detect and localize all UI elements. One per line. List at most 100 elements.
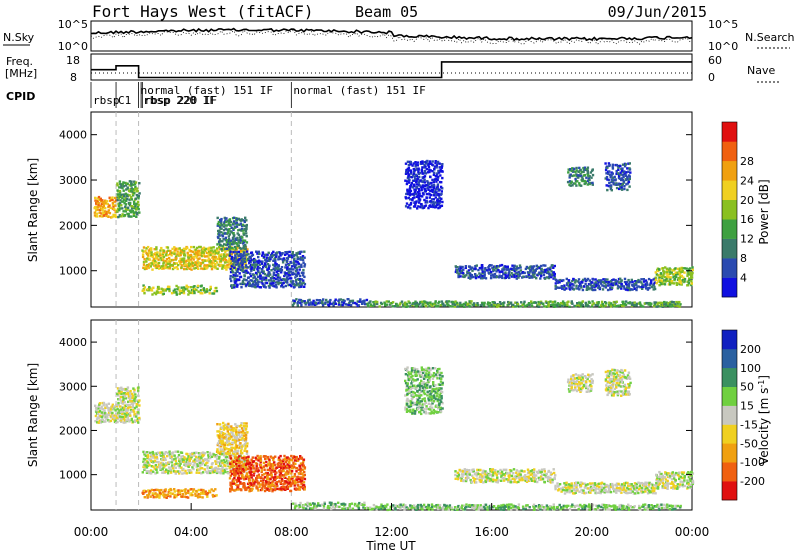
data-cell (238, 223, 241, 226)
data-cell (182, 259, 186, 262)
data-cell (98, 403, 101, 406)
data-cell (95, 212, 99, 215)
data-cell (244, 259, 247, 262)
data-cell (216, 423, 219, 426)
data-cell (266, 455, 270, 459)
data-cell (260, 279, 264, 283)
data-cell (101, 420, 104, 423)
data-cell (399, 507, 402, 510)
data-cell (248, 479, 251, 482)
data-cell (591, 300, 594, 303)
data-cell (175, 495, 178, 498)
data-cell (234, 448, 237, 451)
data-cell (297, 282, 300, 285)
data-cell (453, 305, 457, 308)
data-cell (504, 273, 507, 276)
data-cell (162, 463, 165, 466)
data-cell (272, 273, 275, 276)
data-cell (261, 485, 264, 488)
data-cell (665, 278, 668, 282)
data-cell (278, 252, 282, 255)
data-cell (360, 503, 363, 506)
data-cell (312, 506, 316, 509)
data-cell (656, 303, 659, 306)
data-cell (293, 484, 296, 487)
data-cell (244, 438, 248, 441)
data-cell (280, 283, 284, 287)
data-cell (100, 212, 103, 215)
data-cell (413, 179, 416, 182)
data-cell (94, 199, 97, 202)
data-cell (286, 257, 290, 260)
data-cell (173, 246, 176, 249)
data-cell (265, 460, 268, 464)
data-cell (209, 471, 212, 475)
data-cell (436, 162, 440, 165)
data-cell (187, 491, 190, 495)
data-cell (131, 392, 134, 396)
data-cell (216, 443, 219, 447)
data-cell (220, 231, 223, 234)
data-cell (245, 450, 249, 453)
data-cell (540, 267, 543, 271)
data-cell (161, 494, 165, 497)
data-cell (245, 456, 249, 459)
data-cell (197, 452, 201, 455)
data-cell (259, 466, 262, 469)
data-cell (155, 460, 158, 464)
power-data-layer (93, 112, 694, 308)
data-cell (516, 273, 520, 276)
data-cell (429, 189, 432, 192)
data-cell (243, 219, 246, 222)
data-cell (428, 168, 431, 171)
data-cell (224, 441, 227, 445)
data-cell (130, 215, 133, 218)
data-cell (211, 261, 214, 264)
data-cell (232, 429, 235, 433)
data-cell (274, 473, 277, 476)
data-cell (607, 303, 611, 307)
data-cell (650, 279, 653, 282)
data-cell (591, 303, 594, 306)
data-cell (476, 303, 480, 307)
data-cell (603, 281, 606, 285)
data-cell (175, 262, 178, 265)
data-cell (631, 301, 634, 305)
data-cell (481, 272, 484, 275)
data-cell (664, 280, 667, 283)
data-cell (298, 268, 301, 271)
data-cell (202, 287, 205, 290)
data-cell (246, 458, 249, 462)
data-cell (226, 427, 229, 431)
data-cell (687, 284, 690, 287)
data-cell (375, 508, 378, 511)
data-cell (211, 292, 214, 295)
data-cell (142, 260, 146, 264)
data-cell (228, 433, 231, 436)
data-cell (612, 282, 615, 285)
data-cell (201, 454, 205, 458)
data-cell (406, 160, 410, 163)
data-cell (271, 467, 275, 470)
data-cell (644, 285, 648, 288)
data-cell (295, 263, 298, 266)
data-cell (268, 264, 271, 267)
data-cell (116, 407, 119, 411)
data-cell (292, 258, 296, 262)
data-cell (658, 284, 661, 287)
data-cell (284, 460, 287, 464)
data-cell (293, 475, 296, 478)
data-cell (206, 464, 209, 468)
data-cell (112, 205, 115, 208)
data-cell (336, 505, 339, 508)
data-cell (675, 300, 678, 304)
data-cell (242, 266, 245, 269)
data-cell (126, 386, 130, 389)
data-cell (408, 506, 412, 509)
data-cell (241, 280, 245, 283)
data-cell (230, 239, 233, 242)
data-cell (641, 287, 644, 290)
data-cell (274, 488, 277, 491)
data-cell (310, 301, 313, 304)
data-cell (569, 288, 572, 291)
